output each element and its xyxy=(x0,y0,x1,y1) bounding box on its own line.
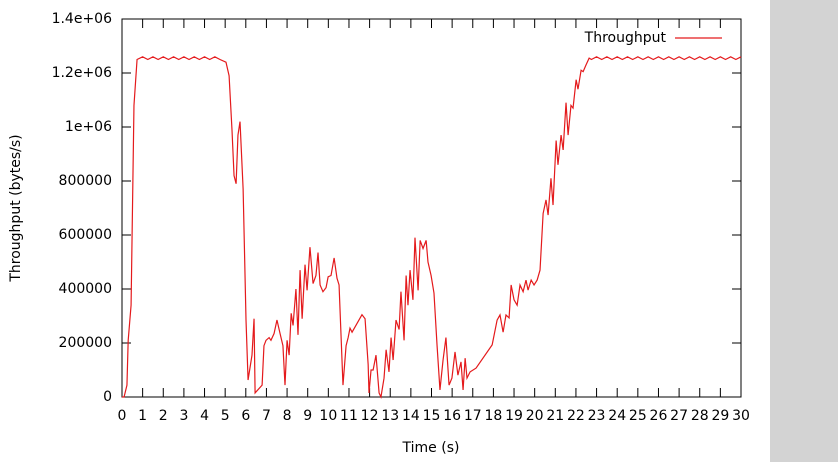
x-tick-label: 19 xyxy=(505,408,523,424)
side-panel xyxy=(770,0,838,462)
x-tick-label: 2 xyxy=(159,408,168,424)
x-tick-label: 13 xyxy=(381,408,399,424)
plot-frame xyxy=(121,18,742,398)
x-tick-label: 27 xyxy=(670,408,688,424)
y-tick-label: 1.2e+06 xyxy=(52,65,113,81)
x-tick-label: 10 xyxy=(319,408,337,424)
x-tick-label: 0 xyxy=(118,408,127,424)
y-axis-label: Throughput (bytes/s) xyxy=(8,134,24,282)
x-tick-label: 12 xyxy=(361,408,379,424)
x-tick-label: 8 xyxy=(283,408,292,424)
y-tick-label: 600000 xyxy=(59,227,112,243)
y-tick-label: 0 xyxy=(103,389,112,405)
series-line xyxy=(122,56,742,400)
x-tick-label: 5 xyxy=(221,408,230,424)
y-tick-label: 200000 xyxy=(59,335,112,351)
x-tick-label: 22 xyxy=(567,408,585,424)
x-tick-label: 4 xyxy=(200,408,209,424)
x-tick-label: 6 xyxy=(241,408,250,424)
x-tick-label: 24 xyxy=(608,408,626,424)
y-tick-label: 1.4e+06 xyxy=(52,11,113,27)
x-tick-label: 15 xyxy=(423,408,441,424)
x-tick-label: 21 xyxy=(546,408,564,424)
x-tick-label: 26 xyxy=(650,408,668,424)
x-tick-label: 25 xyxy=(629,408,647,424)
x-tick-label: 30 xyxy=(732,408,750,424)
y-tick-label: 400000 xyxy=(59,281,112,297)
x-tick-label: 20 xyxy=(526,408,544,424)
y-tick-label: 800000 xyxy=(59,173,112,189)
x-tick-label: 11 xyxy=(340,408,358,424)
x-tick-label: 17 xyxy=(464,408,482,424)
x-tick-label: 16 xyxy=(443,408,461,424)
x-tick-label: 1 xyxy=(138,408,147,424)
y-tick-label: 1e+06 xyxy=(65,119,112,135)
x-tick-label: 7 xyxy=(262,408,271,424)
x-tick-label: 3 xyxy=(179,408,188,424)
x-tick-label: 23 xyxy=(588,408,606,424)
x-tick-label: 28 xyxy=(691,408,709,424)
x-axis-label: Time (s) xyxy=(402,440,460,456)
x-tick-label: 18 xyxy=(484,408,502,424)
x-tick-label: 29 xyxy=(711,408,729,424)
x-tick-label: 9 xyxy=(303,408,312,424)
legend-label: Throughput xyxy=(584,30,667,46)
x-tick-label: 14 xyxy=(402,408,420,424)
